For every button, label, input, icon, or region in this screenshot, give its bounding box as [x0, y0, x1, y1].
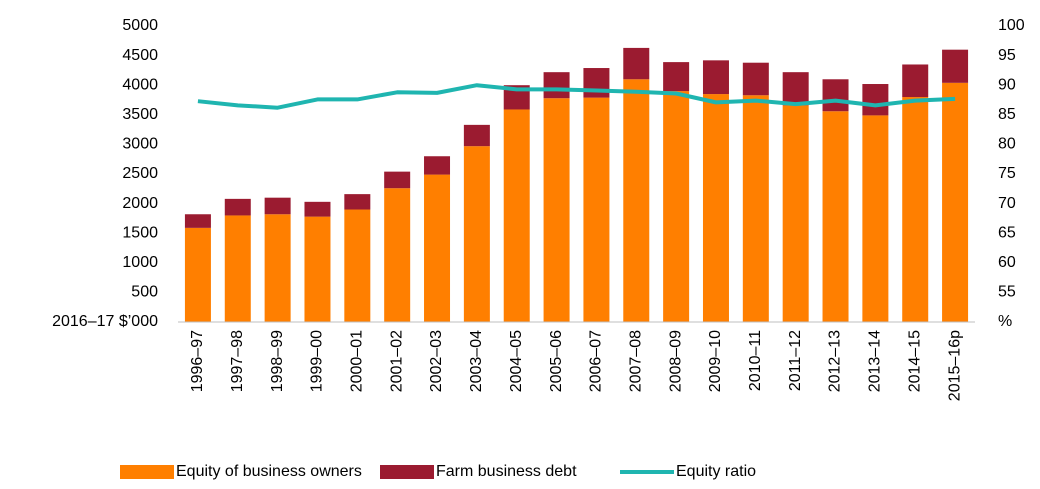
bar [663, 91, 690, 323]
bar [902, 97, 929, 322]
y2-tick-label: 75 [998, 165, 1016, 182]
bar [424, 156, 451, 175]
x-tick-label: 2006–07 [588, 330, 605, 392]
x-tick-label: 2000–01 [349, 330, 366, 392]
x-tick-label: 2008–09 [667, 330, 684, 392]
bar [344, 194, 371, 210]
y-tick-label: 5000 [122, 17, 158, 34]
legend-swatch [120, 465, 174, 479]
bar [902, 64, 929, 98]
x-tick-label: 2014–15 [906, 330, 923, 392]
bar [543, 72, 570, 99]
bar [822, 111, 849, 322]
bar [184, 214, 211, 228]
x-tick-label: 2004–05 [508, 330, 525, 392]
bar [583, 68, 610, 98]
bar [862, 84, 889, 116]
bar [862, 115, 889, 322]
x-tick-label: 2013–14 [867, 330, 884, 392]
legend-label: Farm business debt [436, 463, 577, 480]
bar [543, 98, 570, 322]
bar [782, 72, 809, 106]
y-tick-label: 2500 [122, 165, 158, 182]
x-tick-label: 2001–02 [388, 330, 405, 392]
legend-swatch [380, 465, 434, 479]
bar [224, 198, 251, 216]
y-tick-label: 2000 [122, 195, 158, 212]
bar [702, 94, 729, 322]
bar [384, 171, 411, 189]
bar [463, 146, 490, 322]
line [197, 83, 956, 110]
bar [503, 109, 530, 322]
x-tick-label: 1997–98 [229, 330, 246, 392]
x-tick-label: 2009–10 [707, 330, 724, 392]
y-tick-label: 4500 [122, 47, 158, 64]
x-tick-label: 2005–06 [548, 330, 565, 392]
y2-tick-label: 60 [998, 254, 1016, 271]
y2-tick-label: 85 [998, 106, 1016, 123]
bar [304, 201, 331, 217]
y-tick-label: 1000 [122, 254, 158, 271]
y-tick-label: 500 [131, 284, 158, 301]
x-tick-label: 2015–16p [946, 330, 963, 401]
x-tick-label: 2003–04 [468, 330, 485, 392]
bar [264, 197, 291, 215]
bar [463, 124, 490, 147]
y-axis-label: 2016–17 $’000 [52, 313, 158, 330]
bar [623, 47, 650, 80]
bar [583, 97, 610, 322]
x-tick-label: 2002–03 [428, 330, 445, 392]
bar [782, 105, 809, 322]
y2-tick-label: 95 [998, 47, 1016, 64]
bar [424, 174, 451, 322]
bar [663, 62, 690, 92]
x-tick-label: 1998–99 [269, 330, 286, 392]
bar [344, 209, 371, 322]
bar [184, 227, 211, 322]
bar [623, 79, 650, 322]
y-tick-label: 4000 [122, 76, 158, 93]
bar [264, 214, 291, 322]
bar [702, 60, 729, 95]
y-tick-label: 3000 [122, 136, 158, 153]
x-tick-label: 1999–00 [309, 330, 326, 392]
legend-label: Equity ratio [676, 463, 756, 480]
bar [384, 188, 411, 322]
y-tick-label: 3500 [122, 106, 158, 123]
y2-tick-label: 80 [998, 136, 1016, 153]
y2-tick-label: 55 [998, 284, 1016, 301]
x-tick-label: 2010–11 [747, 330, 764, 391]
y2-tick-label: 100 [998, 17, 1025, 34]
legend-label: Equity of business owners [176, 463, 362, 480]
y2-tick-label: 90 [998, 76, 1016, 93]
bar [942, 49, 969, 83]
bar [942, 82, 969, 322]
bar [822, 79, 849, 112]
bar [224, 215, 251, 322]
y2-tick-label: 65 [998, 224, 1016, 241]
x-tick-label: 2007–08 [627, 330, 644, 392]
bar [742, 62, 769, 96]
bar [304, 216, 331, 322]
x-tick-label: 2011–12 [787, 330, 804, 391]
bar [742, 95, 769, 322]
x-tick-label: 1996–97 [189, 330, 206, 392]
y2-tick-label: 70 [998, 195, 1016, 212]
y2-axis-label: % [998, 313, 1012, 330]
x-tick-label: 2012–13 [827, 330, 844, 392]
y-tick-label: 1500 [122, 224, 158, 241]
